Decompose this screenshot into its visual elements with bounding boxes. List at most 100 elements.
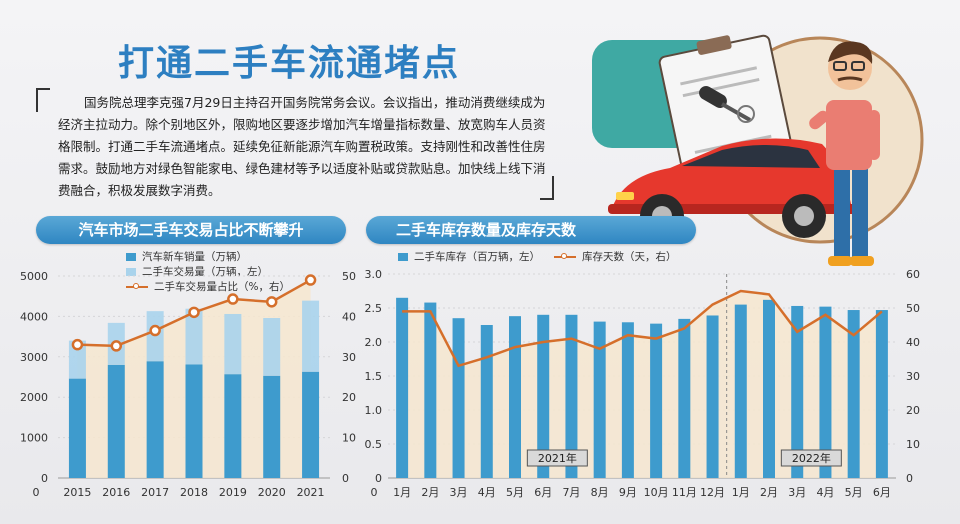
x-tick-label: 7月 (562, 486, 580, 499)
share-point (149, 324, 161, 337)
chart2-title: 二手车库存数量及库存天数 (366, 216, 696, 244)
share-point (304, 274, 317, 286)
x-tick-label: 2021 (297, 486, 325, 499)
inventory-bar (847, 310, 860, 478)
left-tick-label: 0 (41, 472, 48, 485)
legend-label-inventory: 二手车库存（百万辆，左） (414, 251, 540, 263)
right-tick-label: 10 (342, 432, 356, 445)
quote-bracket-bottom (540, 176, 554, 200)
x-tick-label: 2月 (760, 486, 778, 499)
x-tick-label: 9月 (619, 486, 637, 499)
x-tick-label: 8月 (591, 486, 609, 499)
right-tick-label: 50 (906, 302, 920, 315)
x-tick-label: 2017 (141, 486, 169, 499)
right-tick-label: 30 (906, 370, 920, 383)
left-tick-label: 3.0 (365, 268, 383, 281)
right-tick-label: 40 (906, 336, 920, 349)
chart1-legend: 汽车新车销量（万辆） 二手车交易量（万辆，左） 二手车交易量占比（%，右） (126, 249, 290, 294)
legend-swatch-used-volume (126, 267, 136, 276)
inventory-bar (678, 318, 691, 478)
x-tick-label: 5月 (506, 486, 524, 499)
right-tick-label: 0 (906, 472, 913, 485)
inventory-bar (424, 302, 437, 478)
right-tick-label: 20 (342, 391, 356, 404)
legend-swatch-inventory (398, 252, 408, 261)
new-sales-bar (224, 374, 242, 478)
left-tick-label: 2.0 (365, 336, 383, 349)
inventory-bar (763, 299, 775, 478)
left-tick-label: 5000 (20, 270, 48, 283)
new-sales-bar (302, 371, 320, 478)
chart2-plot: 0 0.5 1.0 1.5 2.0 2.5 3.0 0 10 20 30 40 50 60 1月 2月 3月 4月… (365, 268, 921, 499)
left-tick-label: 1.0 (365, 404, 383, 417)
x-tick-label: 10月 (644, 486, 669, 499)
inventory-bar (396, 297, 409, 478)
chart1-plot: 0 1000 2000 3000 4000 5000 0 10 20 30 40 50 2015 2016… (20, 270, 356, 499)
x-tick-label: 1月 (393, 486, 411, 499)
page-title: 打通二手车流通堵点 (118, 43, 461, 84)
inventory-bar (650, 323, 663, 478)
new-sales-bar (146, 361, 164, 478)
x-origin-label: 0 (371, 486, 378, 499)
inventory-bar (565, 314, 578, 478)
left-tick-label: 3000 (20, 351, 48, 364)
year-label: 2022年 (792, 451, 831, 465)
used-volume-bar (263, 318, 281, 376)
x-tick-label: 3月 (450, 486, 468, 499)
inventory-bar (706, 315, 719, 478)
left-tick-label: 0 (375, 472, 382, 485)
inventory-bar (480, 325, 493, 478)
used-volume-bar (302, 300, 320, 372)
used-volume-bar (68, 340, 86, 379)
legend-swatch-new-sales (126, 252, 136, 261)
share-point (188, 306, 200, 319)
x-tick-label: 6月 (534, 486, 552, 499)
x-tick-label: 1月 (732, 486, 750, 499)
used-volume-bar (224, 313, 242, 375)
right-tick-label: 40 (342, 310, 356, 323)
year-label-box (780, 449, 842, 467)
new-sales-bar (263, 375, 281, 478)
share-point (110, 340, 123, 352)
right-tick-label: 10 (906, 438, 920, 451)
legend-line-inventory-days (554, 252, 576, 259)
new-sales-bar (68, 378, 86, 478)
x-tick-label: 2019 (219, 486, 247, 499)
inventory-bar (593, 321, 606, 478)
left-tick-label: 2000 (20, 391, 48, 404)
x-tick-label: 2016 (102, 486, 130, 499)
inventory-bar (734, 304, 747, 478)
right-tick-label: 60 (906, 268, 920, 281)
right-tick-label: 20 (906, 404, 920, 417)
x-origin-label: 0 (33, 486, 40, 499)
inventory-bar (819, 306, 832, 478)
share-point (227, 293, 239, 305)
x-tick-label: 2018 (180, 486, 208, 499)
share-point (265, 296, 278, 308)
legend-label-inventory-days: 库存天数（天，右） (582, 251, 677, 263)
x-tick-label: 4月 (816, 486, 834, 499)
x-tick-label: 5月 (845, 486, 863, 499)
year-label-box (526, 449, 588, 467)
inventory-bar (452, 318, 465, 478)
legend-label-new-sales: 汽车新车销量（万辆） (142, 251, 247, 263)
x-tick-label: 2015 (63, 486, 91, 499)
left-tick-label: 2.5 (365, 302, 383, 315)
inventory-bar (621, 322, 634, 478)
salesman-figure-icon (809, 41, 880, 266)
inventory-bar (875, 310, 888, 478)
x-tick-label: 4月 (478, 486, 496, 499)
share-point (71, 338, 84, 351)
x-tick-label: 12月 (700, 486, 725, 499)
legend-label-used-volume: 二手车交易量（万辆，左） (142, 266, 268, 278)
right-tick-label: 50 (342, 270, 356, 283)
x-tick-label: 11月 (672, 486, 697, 499)
chart2-legend: 二手车库存（百万辆，左） 库存天数（天，右） (398, 249, 677, 264)
inventory-bar (509, 316, 521, 478)
x-tick-label: 3月 (788, 486, 806, 499)
left-tick-label: 1000 (20, 432, 48, 445)
car-key-icon (699, 86, 755, 123)
year-label: 2021年 (538, 451, 577, 465)
left-tick-label: 0.5 (365, 438, 383, 451)
used-volume-bar (185, 308, 203, 365)
